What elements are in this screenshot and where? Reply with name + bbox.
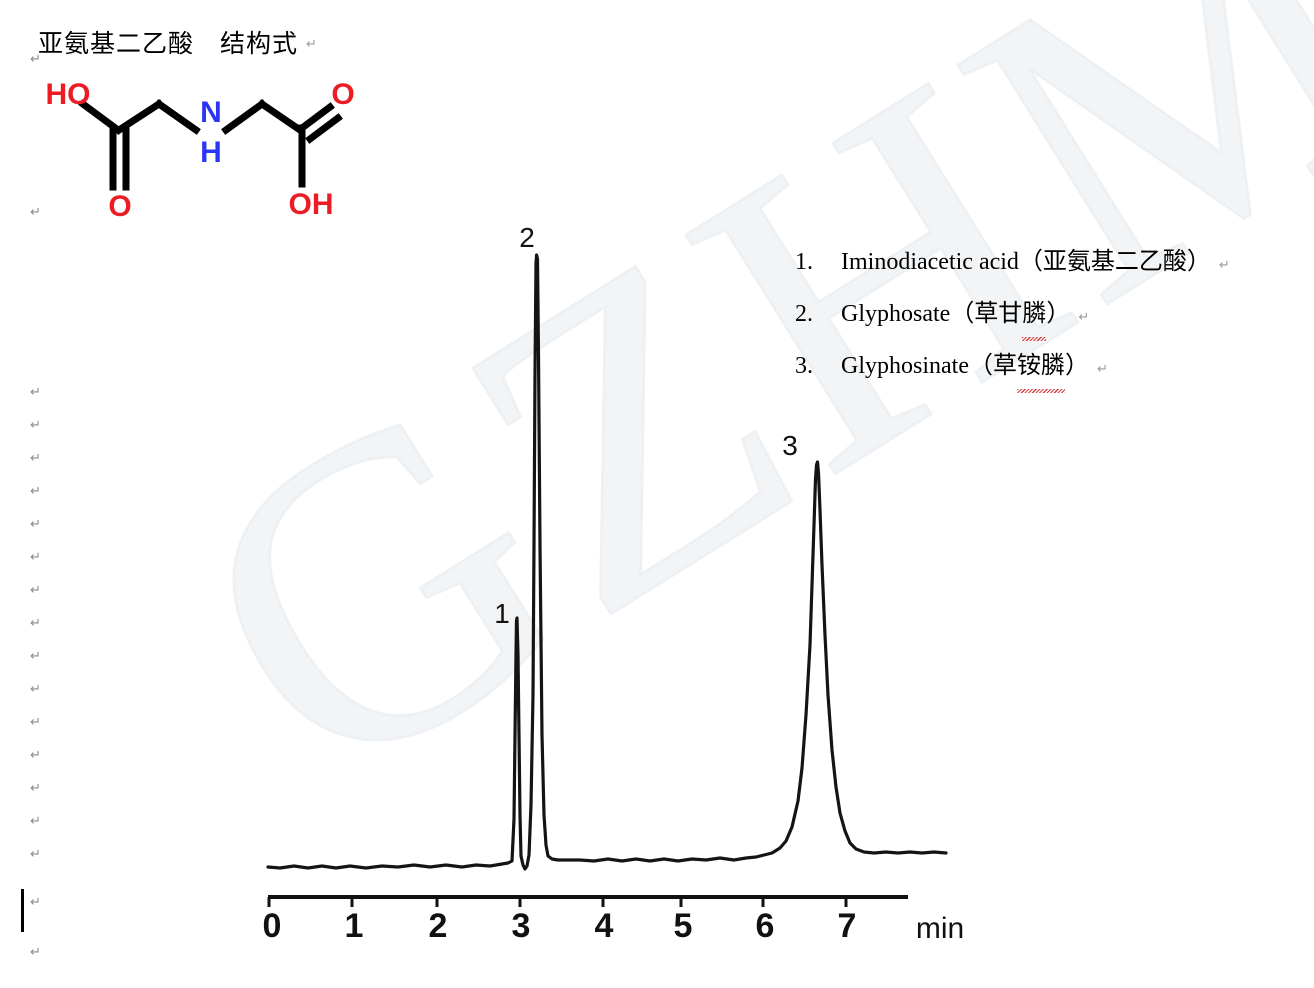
atom-label-o-right: O [331, 78, 354, 111]
list-item-number: 3. [795, 353, 813, 379]
bond-ho-to-carbonyl-left [78, 99, 123, 135]
paragraph-mark-icon: ↵ [30, 484, 41, 499]
x-tick-label-7: 7 [838, 907, 857, 945]
list-item: 2. Glyphosate（草甘膦） ↵ [795, 290, 1295, 342]
paragraph-mark-icon: ↵ [30, 517, 41, 532]
list-item-label: Glyphosinate（草铵膦） [841, 342, 1089, 393]
atom-label-h: H [200, 136, 222, 169]
compound-legend-list: 1. Iminodiacetic acid（亚氨基二乙酸） ↵ 2. Glyph… [795, 238, 1295, 394]
x-tick-label-3: 3 [512, 907, 531, 945]
peak-label-3: 3 [782, 430, 798, 461]
list-item-number: 1. [795, 249, 813, 275]
atom-label-n: N [200, 96, 222, 129]
paragraph-mark-icon: ↵ [30, 418, 41, 433]
paragraph-mark-icon: ↵ [30, 847, 41, 862]
list-item-number: 2. [795, 301, 813, 327]
peak-label-2: 2 [519, 222, 535, 253]
x-tick-label-1: 1 [345, 907, 364, 945]
list-item-label: Glyphosate（草甘膦） [841, 290, 1070, 341]
atom-label-o-left: O [108, 190, 131, 222]
bond-ch2-to-n-left [154, 99, 201, 135]
chemical-structure-diagram: HO O N H O OH [46, 78, 355, 222]
bond-carbonyl-to-ch2-left [114, 99, 164, 135]
chromatogram-trace [266, 253, 948, 871]
paragraph-mark-icon: ↵ [1078, 310, 1090, 325]
paragraph-mark-icon: ↵ [306, 37, 318, 52]
bond-double-right-a [297, 102, 335, 133]
list-item: 1. Iminodiacetic acid（亚氨基二乙酸） ↵ [795, 238, 1295, 290]
x-tick-label-0: 0 [263, 907, 282, 945]
paragraph-mark-icon: ↵ [30, 205, 41, 220]
page-title-text: 亚氨基二乙酸 结构式 [38, 31, 299, 58]
chromatogram-plot: 1 2 3 0 1 2 3 4 5 [263, 222, 965, 945]
paragraph-mark-icon: ↵ [30, 550, 41, 565]
paragraph-mark-icon: ↵ [30, 52, 41, 67]
list-item-label: Iminodiacetic acid（亚氨基二乙酸） [841, 249, 1211, 275]
x-tick-label-6: 6 [756, 907, 775, 945]
paragraph-mark-icon: ↵ [30, 616, 41, 631]
misspelled-word: 铵膦 [1016, 342, 1065, 393]
paragraph-mark-icon: ↵ [30, 682, 41, 697]
x-axis-unit-label: min [916, 912, 964, 945]
list-item: 3. Glyphosinate（草铵膦） ↵ [795, 342, 1295, 394]
paragraph-mark-icon: ↵ [30, 385, 41, 400]
text-caret [21, 889, 24, 932]
paragraph-mark-icon: ↵ [30, 715, 41, 730]
paragraph-mark-icon: ↵ [30, 895, 41, 910]
paragraph-mark-icon: ↵ [1096, 362, 1108, 377]
bond-ch2-to-carbonyl-right [257, 99, 305, 135]
paragraph-mark-icon: ↵ [30, 748, 41, 763]
paragraph-mark-icon: ↵ [30, 945, 41, 960]
page-title: 亚氨基二乙酸 结构式 ↵ [38, 24, 318, 60]
x-tick-label-5: 5 [674, 907, 693, 945]
x-axis [267, 895, 908, 907]
paragraph-mark-icon: ↵ [1218, 258, 1230, 273]
x-tick-label-2: 2 [429, 907, 448, 945]
bond-double-right-b [305, 113, 343, 144]
paragraph-mark-icon: ↵ [30, 451, 41, 466]
atom-label-oh-right: OH [289, 188, 334, 221]
atom-label-ho-left: HO [46, 78, 91, 111]
x-tick-label-4: 4 [595, 907, 614, 945]
paragraph-mark-icon: ↵ [30, 583, 41, 598]
peak-label-1: 1 [494, 598, 510, 629]
bond-n-to-ch2-right [221, 99, 267, 135]
paragraph-mark-icon: ↵ [30, 649, 41, 664]
misspelled-word: 膦 [1022, 290, 1047, 341]
paragraph-mark-icon: ↵ [30, 814, 41, 829]
paragraph-mark-icon: ↵ [30, 781, 41, 796]
